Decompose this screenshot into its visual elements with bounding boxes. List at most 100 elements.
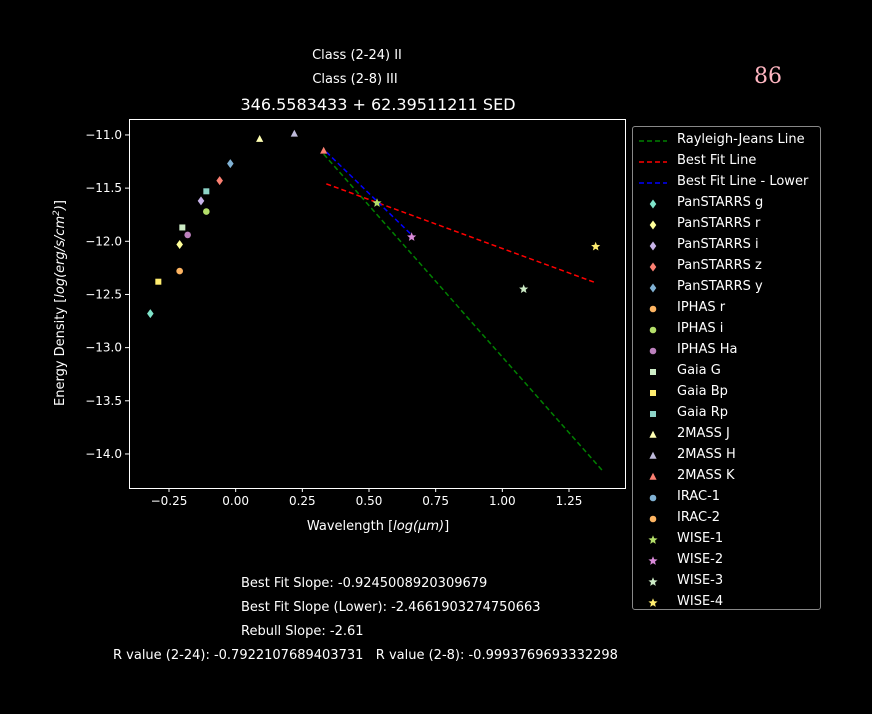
legend-label: Gaia Rp (677, 405, 729, 420)
2mass-j-point (256, 135, 264, 142)
x-axis-label: Wavelength [log(μm)] (307, 519, 449, 534)
iphas-r-point (176, 267, 183, 275)
y-tick-label: −14.0 (85, 447, 122, 461)
legend-marker-swatch (648, 598, 658, 607)
gaia-g-point (179, 224, 186, 231)
legend-item-wise-3: WISE-3 (633, 572, 820, 592)
y-tick-label: −12.5 (85, 287, 122, 301)
legend-label: Best Fit Line (677, 153, 757, 168)
r-values-text: R value (2-24): -0.7922107689403731 R va… (113, 648, 618, 663)
class-24-label: Class (2-24) II (312, 48, 402, 63)
legend-swatch (649, 430, 657, 438)
legend-item-best-fit-line-lower: Best Fit Line - Lower (633, 173, 820, 193)
y-tick-label: −13.0 (85, 341, 122, 355)
legend-marker-swatch (649, 515, 657, 523)
legend-swatch (649, 262, 657, 272)
legend-swatch (649, 199, 657, 209)
legend-item-panstarrs-r: PanSTARRS r (633, 215, 820, 235)
legend-swatch (649, 220, 657, 230)
legend-swatch (649, 326, 657, 334)
legend-marker-swatch (649, 430, 657, 438)
legend-item-irac-2: IRAC-2 (633, 509, 820, 529)
legend-swatch (649, 241, 657, 251)
legend-item-panstarrs-z: PanSTARRS z (633, 257, 820, 277)
legend-swatch (649, 283, 657, 293)
data-points (147, 129, 601, 319)
legend-marker-swatch (649, 472, 657, 480)
legend-item-gaia-g: Gaia G (633, 362, 820, 382)
legend-swatch (639, 182, 667, 184)
legend-label: IPHAS Ha (677, 342, 738, 357)
legend-swatch (650, 369, 656, 375)
y-tick-label: −13.5 (85, 394, 122, 408)
legend-label: WISE-3 (677, 573, 724, 588)
legend-swatch (650, 390, 656, 396)
legend-label: WISE-2 (677, 552, 724, 567)
2mass-k-point (320, 146, 328, 154)
legend-swatch (649, 305, 657, 313)
legend-label: IPHAS r (677, 300, 726, 315)
rayleigh-jeans-line-line (323, 153, 605, 473)
legend-item-2mass-k: 2MASS K (633, 467, 820, 487)
best-fit-line-lower-line (325, 151, 413, 236)
legend-label: 2MASS K (677, 468, 735, 483)
legend-item-iphas-r: IPHAS r (633, 299, 820, 319)
legend-swatch (650, 411, 656, 417)
legend-label: 2MASS J (677, 426, 730, 441)
gaia-rp-point (203, 188, 210, 195)
legend-item-rayleigh-jeans-line: Rayleigh-Jeans Line (633, 131, 820, 151)
legend-swatch (639, 140, 667, 142)
legend-marker-swatch (650, 411, 656, 417)
wise-2-point (407, 232, 417, 241)
x-tick-label: 0.75 (422, 494, 449, 508)
wise-3-point (519, 284, 529, 294)
legend-marker-swatch (649, 326, 657, 334)
wise-4-point (591, 241, 601, 251)
legend-label: PanSTARRS g (677, 195, 764, 210)
x-tick-label: 0.50 (356, 494, 383, 508)
panstarrs-y-point (227, 159, 234, 169)
legend-marker-swatch (649, 241, 657, 251)
legend-item-wise-2: WISE-2 (633, 551, 820, 571)
legend-marker-swatch (650, 369, 656, 375)
legend-item-gaia-rp: Gaia Rp (633, 404, 820, 424)
y-tick-label: −11.0 (85, 128, 122, 142)
legend-label: IPHAS i (677, 321, 724, 336)
y-axis: −11.0 −11.5 −12.0 −12.5 −13.0 −13.5 −14.0 (85, 128, 129, 461)
legend-label: Rayleigh-Jeans Line (677, 132, 805, 147)
x-tick-label: 0.25 (289, 494, 316, 508)
legend-label: Gaia G (677, 363, 721, 378)
2mass-h-point (290, 129, 298, 137)
legend-swatch (649, 472, 657, 480)
legend-marker-swatch (649, 262, 657, 272)
legend-item-iphas-ha: IPHAS Ha (633, 341, 820, 361)
legend-label: WISE-1 (677, 531, 724, 546)
legend-item-2mass-h: 2MASS H (633, 446, 820, 466)
legend-item-panstarrs-i: PanSTARRS i (633, 236, 820, 256)
legend-item-irac-1: IRAC-1 (633, 488, 820, 508)
legend-label: PanSTARRS r (677, 216, 761, 231)
x-tick-label: 1.00 (489, 494, 516, 508)
iphas-ha-point (184, 231, 191, 239)
legend-marker-swatch (649, 220, 657, 230)
panstarrs-g-point (147, 309, 154, 319)
legend-swatch (649, 451, 657, 459)
legend-item-wise-1: WISE-1 (633, 530, 820, 550)
legend-label: IRAC-1 (677, 489, 721, 504)
chart-title: 346.5583433 + 62.39511211 SED (240, 95, 516, 114)
iphas-i-point (203, 208, 210, 215)
legend-item-iphas-i: IPHAS i (633, 320, 820, 340)
y-tick-label: −11.5 (85, 181, 122, 195)
legend-item-panstarrs-g: PanSTARRS g (633, 194, 820, 214)
legend-label: PanSTARRS i (677, 237, 759, 252)
gaia-bp-point (155, 278, 162, 285)
badge-number: 86 (754, 64, 782, 89)
plot-frame (129, 119, 626, 489)
rebull-slope-text: Rebull Slope: -2.61 (241, 624, 364, 639)
legend-label: 2MASS H (677, 447, 736, 462)
legend-swatch (649, 347, 657, 355)
legend-label: Best Fit Line - Lower (677, 174, 809, 189)
legend-marker-swatch (649, 199, 657, 209)
x-axis: −0.25 0.00 0.25 0.50 0.75 1.00 1.25 (151, 488, 582, 508)
